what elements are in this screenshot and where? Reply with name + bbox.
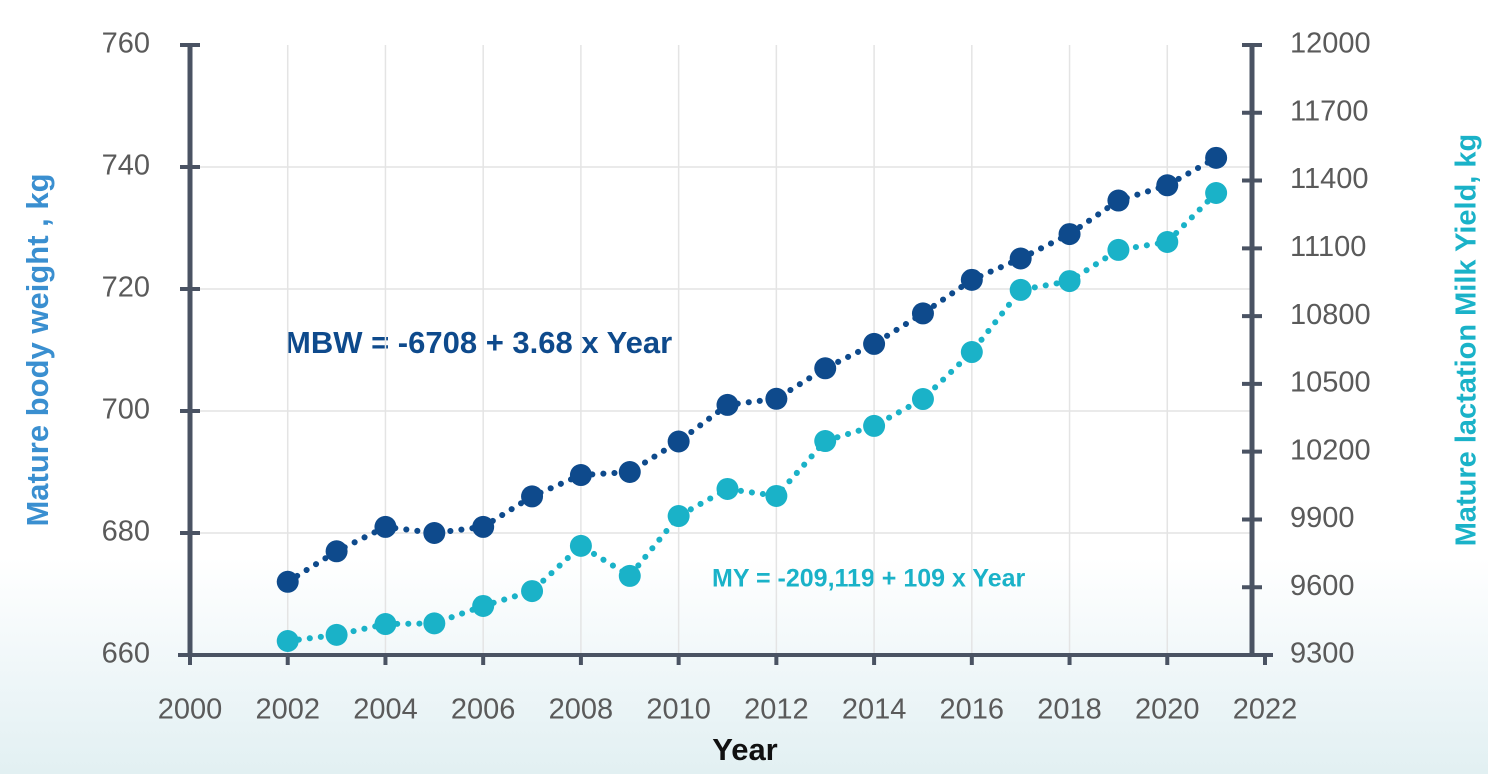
data-point [716, 477, 739, 500]
data-point [1107, 238, 1130, 261]
data-point [1205, 146, 1228, 169]
data-point [472, 594, 495, 617]
data-point [325, 540, 348, 563]
y2-tick-label: 11400 [1290, 163, 1369, 195]
series-line [284, 154, 1220, 585]
x-tick-label: 2016 [940, 694, 1005, 726]
data-point [1058, 223, 1081, 246]
y2-tick-label: 11700 [1290, 95, 1369, 127]
x-tick-label: 2002 [255, 694, 320, 726]
data-point [863, 332, 886, 355]
y-tick-label: 680 [102, 516, 150, 548]
x-tick-label: 2012 [744, 694, 809, 726]
x-tick-label: 2000 [158, 694, 223, 726]
data-point [814, 430, 837, 453]
data-point [960, 268, 983, 291]
y2-tick-label: 10500 [1290, 367, 1371, 399]
data-point [276, 570, 299, 593]
data-point [765, 387, 788, 410]
data-point [911, 302, 934, 325]
data-point [863, 414, 886, 437]
data-point [325, 623, 348, 646]
data-point [667, 430, 690, 453]
data-point [618, 461, 641, 483]
data-point [911, 388, 934, 411]
x-tick-label: 2018 [1037, 694, 1102, 726]
data-point [569, 464, 592, 487]
y-tick-label: 660 [102, 638, 150, 670]
data-point [423, 522, 446, 544]
data-point [423, 612, 446, 635]
y-tick-label: 760 [102, 28, 150, 60]
y2-tick-label: 9600 [1290, 570, 1355, 602]
x-tick-label: 2010 [646, 694, 711, 726]
x-axis-label: Year [712, 732, 778, 767]
y2-tick-label: 9300 [1290, 638, 1355, 670]
data-point [814, 357, 837, 380]
x-tick-label: 2008 [549, 694, 614, 726]
y2-tick-label: 11100 [1290, 231, 1366, 263]
y2-tick-label: 10800 [1290, 299, 1371, 331]
y-axis-label: Mature body weight , kg [20, 173, 55, 526]
data-point [765, 484, 788, 507]
y-tick-label: 700 [102, 394, 150, 426]
data-point [1107, 189, 1130, 212]
data-point [1205, 181, 1228, 204]
data-point [521, 580, 544, 603]
data-point [472, 515, 495, 538]
data-point [374, 613, 397, 636]
y-tick-label: 720 [102, 272, 150, 304]
x-tick-label: 2020 [1135, 694, 1200, 726]
y2-tick-label: 9900 [1290, 502, 1355, 534]
data-point [716, 393, 739, 416]
data-point [667, 505, 690, 528]
data-point [1156, 174, 1179, 197]
x-tick-label: 2004 [353, 694, 418, 726]
x-tick-label: 2014 [842, 694, 907, 726]
y2-tick-label: 12000 [1290, 28, 1371, 60]
data-point [1058, 270, 1081, 293]
y2-axis-label: Mature lactation Milk Yield, kg [1451, 134, 1483, 547]
data-point [1009, 278, 1032, 301]
annotation: MY = -209,119 + 109 x Year [712, 565, 1026, 593]
data-point [618, 564, 641, 587]
x-tick-label: 2006 [451, 694, 516, 726]
annotation: MBW = -6708 + 3.68 x Year [285, 325, 672, 360]
x-tick-label: 2022 [1233, 694, 1298, 726]
y-tick-label: 740 [102, 150, 150, 182]
data-point [276, 629, 299, 652]
data-point [521, 485, 544, 508]
y2-tick-label: 10200 [1290, 434, 1371, 466]
data-point [1009, 247, 1032, 270]
data-point [374, 515, 397, 538]
data-point [569, 534, 592, 557]
data-point [1156, 231, 1179, 254]
data-point [960, 341, 983, 364]
